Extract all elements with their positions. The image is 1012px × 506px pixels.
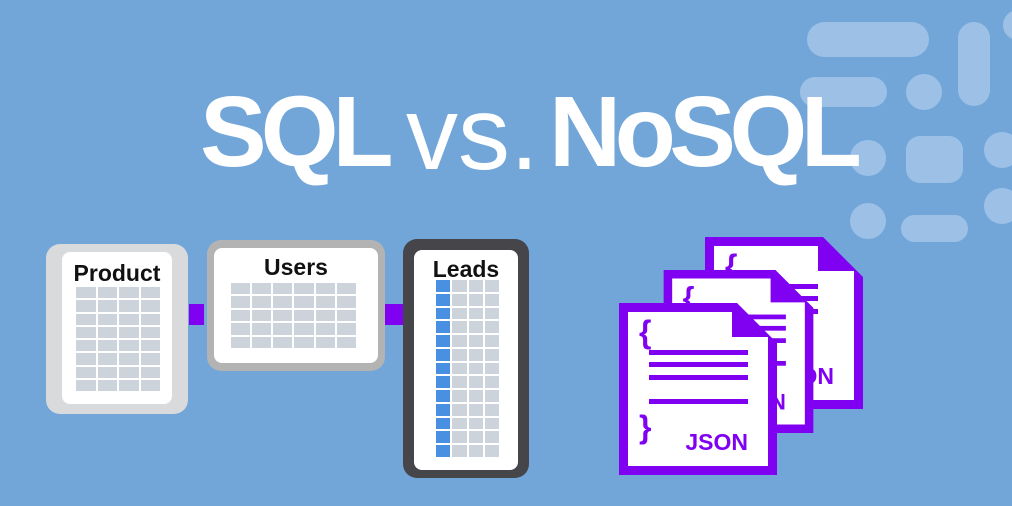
svg-text:JSON: JSON xyxy=(685,429,748,455)
svg-text:{: { xyxy=(639,314,651,350)
svg-text:}: } xyxy=(639,409,651,445)
